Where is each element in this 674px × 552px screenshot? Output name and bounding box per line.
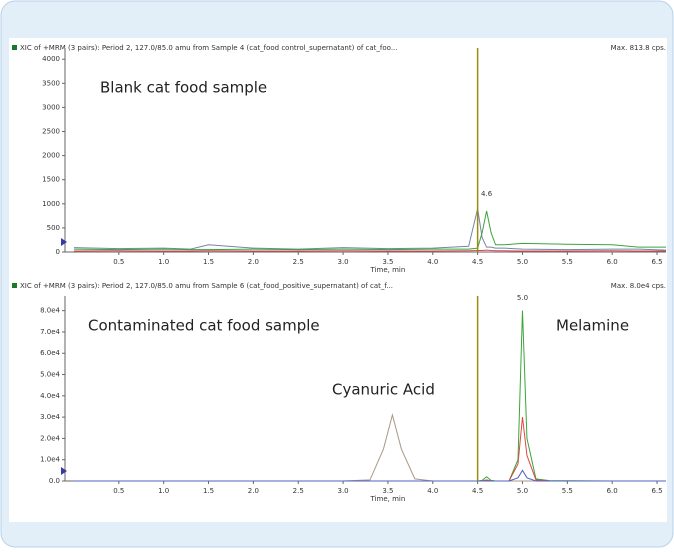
trace	[73, 469, 666, 482]
y-tick-label: 1.0e4	[40, 456, 60, 464]
x-tick-label: 4.0	[427, 487, 438, 495]
x-tick-label: 4.5	[472, 258, 483, 266]
x-tick-label: 6.5	[651, 487, 662, 495]
axis-marker	[61, 467, 67, 475]
y-tick-label: 2.0e4	[40, 434, 60, 442]
plot-window	[9, 38, 667, 522]
legend-swatch	[12, 283, 17, 288]
x-tick-label: 1.0	[158, 258, 169, 266]
x-tick-label: 3.0	[338, 487, 349, 495]
y-tick-label: 3.0e4	[40, 413, 60, 421]
y-tick-label: 1500	[42, 176, 60, 184]
annotation: Cyanuric Acid	[332, 381, 435, 399]
y-tick-label: 7.0e4	[40, 328, 60, 336]
x-tick-label: 3.5	[382, 487, 393, 495]
peak-label: 5.0	[517, 294, 528, 302]
x-tick-label: 2.5	[293, 258, 304, 266]
x-axis-label: Time, min	[370, 495, 406, 503]
annotation: Blank cat food sample	[100, 79, 267, 97]
chart-title: XIC of +MRM (3 pairs): Period 2, 127.0/8…	[20, 44, 398, 52]
x-tick-label: 2.0	[248, 258, 259, 266]
y-tick-label: 0.0	[49, 477, 60, 485]
x-tick-label: 5.0	[517, 258, 528, 266]
y-tick-label: 3500	[42, 79, 60, 87]
trace	[73, 249, 666, 252]
x-tick-label: 3.0	[338, 258, 349, 266]
y-tick-label: 500	[47, 224, 60, 232]
annotation: Contaminated cat food sample	[88, 317, 320, 335]
y-tick-label: 6.0e4	[40, 349, 60, 357]
y-tick-label: 3000	[42, 103, 60, 111]
x-tick-label: 4.5	[472, 487, 483, 495]
x-axis-label: Time, min	[370, 266, 406, 274]
x-tick-label: 6.5	[651, 258, 662, 266]
x-tick-label: 0.5	[113, 487, 124, 495]
x-tick-label: 1.0	[158, 487, 169, 495]
x-tick-label: 6.0	[607, 258, 618, 266]
y-tick-label: 2500	[42, 128, 60, 136]
axis-marker	[61, 238, 67, 246]
legend-swatch	[12, 45, 17, 50]
x-tick-label: 5.5	[562, 258, 573, 266]
x-tick-label: 4.0	[427, 258, 438, 266]
peak-label: 4.6	[481, 190, 493, 198]
annotation: Melamine	[556, 317, 629, 335]
y-tick-label: 4.0e4	[40, 392, 60, 400]
chart-title: XIC of +MRM (3 pairs): Period 2, 127.0/8…	[20, 282, 393, 290]
y-tick-label: 2000	[42, 152, 60, 160]
max-label: Max. 813.8 cps.	[611, 44, 666, 52]
y-tick-label: 5.0e4	[40, 371, 60, 379]
x-tick-label: 3.5	[382, 258, 393, 266]
trace	[73, 208, 667, 251]
x-tick-label: 2.5	[293, 487, 304, 495]
max-label: Max. 8.0e4 cps.	[611, 282, 666, 290]
x-tick-label: 1.5	[203, 258, 214, 266]
y-tick-label: 4000	[42, 55, 60, 63]
x-tick-label: 5.0	[517, 487, 528, 495]
trace	[73, 210, 666, 251]
x-tick-label: 0.5	[113, 258, 124, 266]
x-tick-label: 2.0	[248, 487, 259, 495]
y-tick-label: 0	[56, 248, 60, 256]
x-tick-label: 5.5	[562, 487, 573, 495]
x-tick-label: 6.0	[607, 487, 618, 495]
x-tick-label: 1.5	[203, 487, 214, 495]
y-tick-label: 8.0e4	[40, 307, 60, 315]
y-tick-label: 1000	[42, 200, 60, 208]
